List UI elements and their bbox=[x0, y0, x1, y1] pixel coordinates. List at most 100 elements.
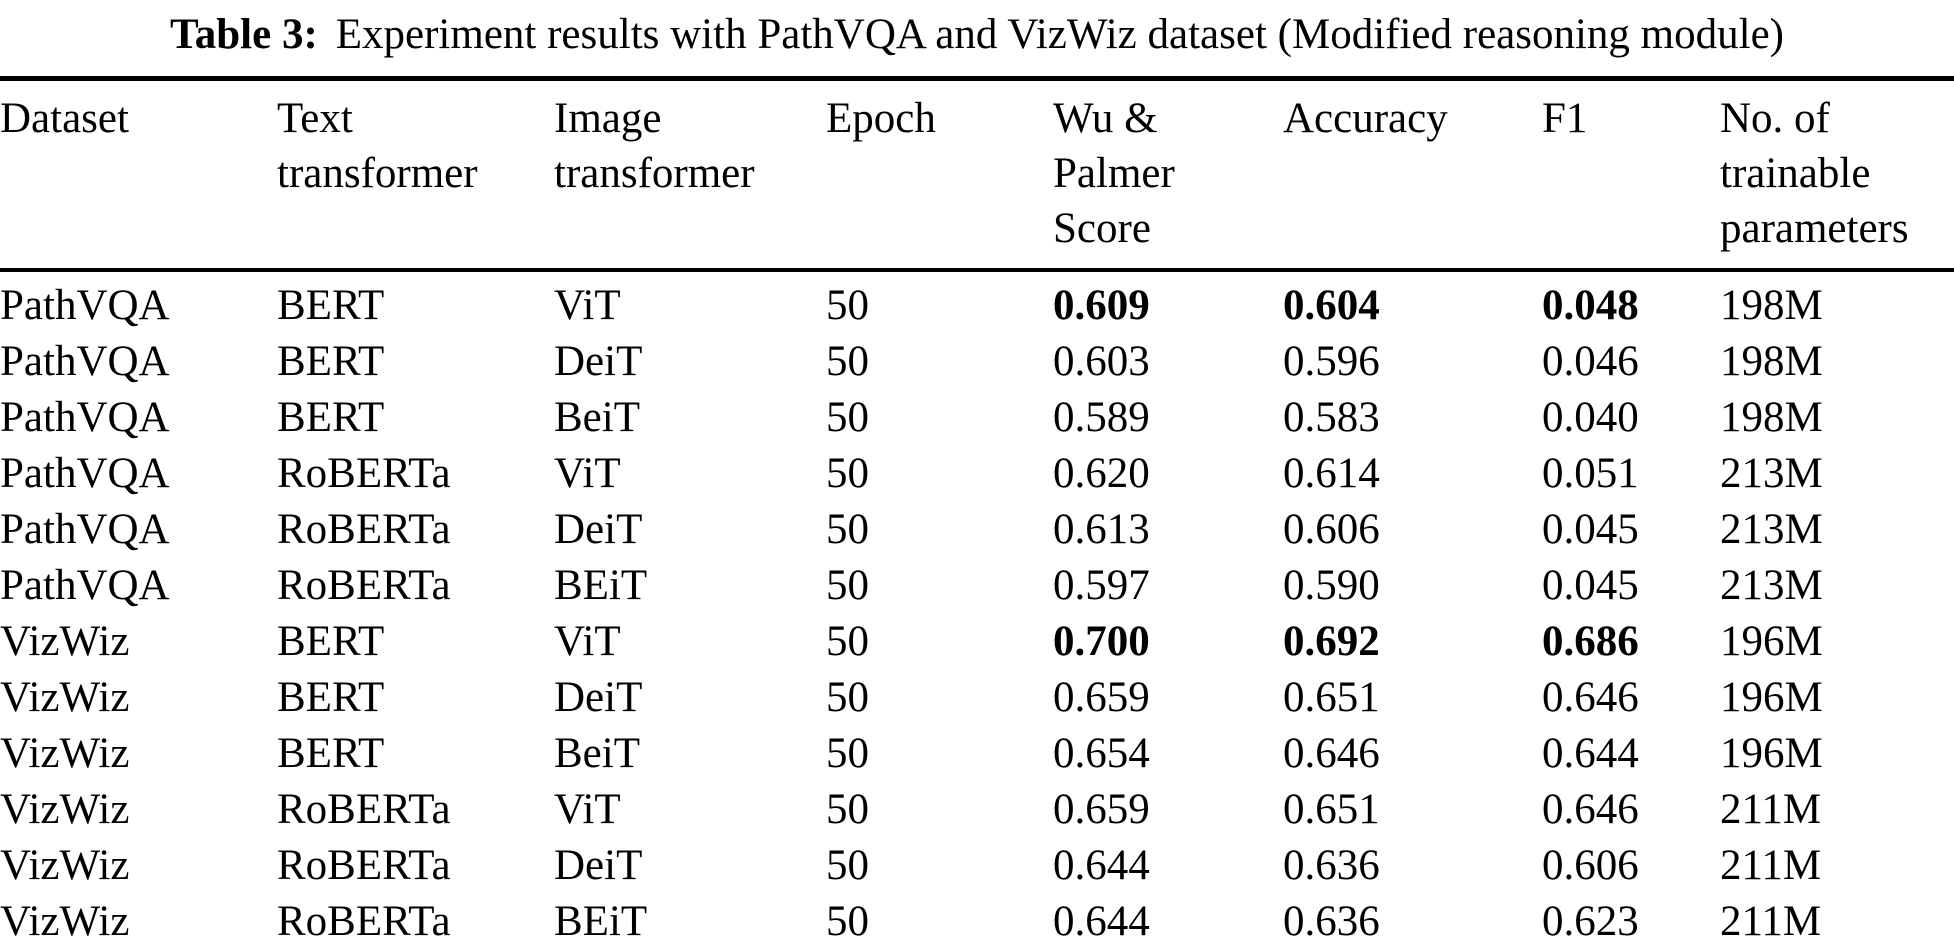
cell-wu-palmer-score: 0.659 bbox=[1053, 786, 1150, 833]
cell-trainable-parameters: 213M bbox=[1720, 562, 1823, 609]
cell-trainable-parameters: 198M bbox=[1720, 394, 1823, 441]
cell-trainable-parameters: 213M bbox=[1720, 450, 1823, 497]
cell-epoch: 50 bbox=[826, 506, 869, 553]
table-caption-label: Table 3: bbox=[170, 11, 318, 58]
cell-accuracy: 0.646 bbox=[1283, 730, 1380, 777]
cell-epoch: 50 bbox=[826, 674, 869, 721]
cell-wu-palmer-score: 0.644 bbox=[1053, 898, 1150, 945]
cell-image-transformer: DeiT bbox=[554, 674, 643, 721]
cell-f1: 0.623 bbox=[1542, 898, 1639, 945]
cell-accuracy: 0.651 bbox=[1283, 674, 1380, 721]
cell-epoch: 50 bbox=[826, 338, 869, 385]
cell-trainable-parameters: 198M bbox=[1720, 282, 1823, 329]
cell-accuracy: 0.604 bbox=[1283, 282, 1380, 329]
cell-epoch: 50 bbox=[826, 842, 869, 889]
cell-dataset: VizWiz bbox=[0, 730, 130, 777]
cell-epoch: 50 bbox=[826, 394, 869, 441]
cell-image-transformer: ViT bbox=[554, 450, 621, 497]
cell-wu-palmer-score: 0.609 bbox=[1053, 282, 1150, 329]
cell-trainable-parameters: 213M bbox=[1720, 506, 1823, 553]
table-header: Dataset Text transformer Image transform… bbox=[0, 78, 1954, 272]
table-row: VizWiz BERT DeiT 50 0.659 0.651 0.646 196M bbox=[0, 670, 1954, 726]
cell-trainable-parameters: 196M bbox=[1720, 618, 1823, 665]
cell-text-transformer: BERT bbox=[277, 338, 385, 385]
cell-image-transformer: ViT bbox=[554, 282, 621, 329]
cell-dataset: VizWiz bbox=[0, 898, 130, 945]
cell-image-transformer: BEiT bbox=[554, 898, 648, 945]
cell-epoch: 50 bbox=[826, 562, 869, 609]
cell-f1: 0.051 bbox=[1542, 450, 1639, 497]
cell-text-transformer: BERT bbox=[277, 282, 385, 329]
cell-wu-palmer-score: 0.603 bbox=[1053, 338, 1150, 385]
table-header-row: Dataset Text transformer Image transform… bbox=[0, 78, 1954, 272]
cell-trainable-parameters: 196M bbox=[1720, 730, 1823, 777]
cell-text-transformer: RoBERTa bbox=[277, 506, 451, 553]
table-row: PathVQA BERT BeiT 50 0.589 0.583 0.040 198M bbox=[0, 390, 1954, 446]
table-row: PathVQA RoBERTa DeiT 50 0.613 0.606 0.045 213M bbox=[0, 502, 1954, 558]
cell-f1: 0.644 bbox=[1542, 730, 1639, 777]
cell-f1: 0.646 bbox=[1542, 786, 1639, 833]
cell-epoch: 50 bbox=[826, 618, 869, 665]
cell-image-transformer: BeiT bbox=[554, 730, 640, 777]
column-header-f1: F1 bbox=[1542, 78, 1720, 272]
cell-f1: 0.046 bbox=[1542, 338, 1639, 385]
cell-text-transformer: BERT bbox=[277, 674, 385, 721]
cell-epoch: 50 bbox=[826, 898, 869, 945]
cell-accuracy: 0.614 bbox=[1283, 450, 1380, 497]
cell-epoch: 50 bbox=[826, 730, 869, 777]
table-row: VizWiz RoBERTa ViT 50 0.659 0.651 0.646 211M bbox=[0, 782, 1954, 838]
cell-accuracy: 0.596 bbox=[1283, 338, 1380, 385]
table-caption-text: Experiment results with PathVQA and VizW… bbox=[335, 11, 1784, 58]
cell-trainable-parameters: 211M bbox=[1720, 786, 1822, 833]
cell-text-transformer: BERT bbox=[277, 394, 385, 441]
cell-f1: 0.686 bbox=[1542, 618, 1639, 665]
cell-image-transformer: ViT bbox=[554, 786, 621, 833]
cell-wu-palmer-score: 0.644 bbox=[1053, 842, 1150, 889]
column-header-epoch: Epoch bbox=[826, 78, 1053, 272]
table-row: VizWiz BERT BeiT 50 0.654 0.646 0.644 196M bbox=[0, 726, 1954, 782]
table-body: PathVQA BERT ViT 50 0.609 0.604 0.048 198M PathV… bbox=[0, 270, 1954, 950]
cell-accuracy: 0.590 bbox=[1283, 562, 1380, 609]
cell-wu-palmer-score: 0.597 bbox=[1053, 562, 1150, 609]
cell-image-transformer: BEiT bbox=[554, 562, 648, 609]
cell-dataset: PathVQA bbox=[0, 450, 170, 497]
table-row: PathVQA RoBERTa BEiT 50 0.597 0.590 0.045 213M bbox=[0, 558, 1954, 614]
cell-dataset: PathVQA bbox=[0, 282, 170, 329]
cell-image-transformer: DeiT bbox=[554, 338, 643, 385]
cell-dataset: VizWiz bbox=[0, 618, 130, 665]
cell-f1: 0.045 bbox=[1542, 506, 1639, 553]
cell-dataset: PathVQA bbox=[0, 338, 170, 385]
cell-dataset: VizWiz bbox=[0, 786, 130, 833]
table-caption: Table 3: Experiment results with PathVQA … bbox=[0, 0, 1954, 76]
cell-f1: 0.606 bbox=[1542, 842, 1639, 889]
cell-f1: 0.048 bbox=[1542, 282, 1639, 329]
column-header-dataset: Dataset bbox=[0, 78, 277, 272]
table-row: PathVQA BERT DeiT 50 0.603 0.596 0.046 198M bbox=[0, 334, 1954, 390]
cell-image-transformer: DeiT bbox=[554, 842, 643, 889]
cell-trainable-parameters: 198M bbox=[1720, 338, 1823, 385]
table-row: PathVQA BERT ViT 50 0.609 0.604 0.048 198M bbox=[0, 270, 1954, 334]
cell-wu-palmer-score: 0.589 bbox=[1053, 394, 1150, 441]
column-header-image-transformer: Image transformer bbox=[554, 78, 826, 272]
cell-text-transformer: RoBERTa bbox=[277, 898, 451, 945]
cell-wu-palmer-score: 0.659 bbox=[1053, 674, 1150, 721]
cell-epoch: 50 bbox=[826, 450, 869, 497]
cell-image-transformer: DeiT bbox=[554, 506, 643, 553]
cell-accuracy: 0.692 bbox=[1283, 618, 1380, 665]
cell-dataset: PathVQA bbox=[0, 506, 170, 553]
cell-text-transformer: RoBERTa bbox=[277, 786, 451, 833]
cell-f1: 0.040 bbox=[1542, 394, 1639, 441]
cell-epoch: 50 bbox=[826, 282, 869, 329]
cell-epoch: 50 bbox=[826, 786, 869, 833]
cell-wu-palmer-score: 0.654 bbox=[1053, 730, 1150, 777]
cell-text-transformer: BERT bbox=[277, 730, 385, 777]
cell-text-transformer: RoBERTa bbox=[277, 450, 451, 497]
cell-dataset: PathVQA bbox=[0, 562, 170, 609]
cell-dataset: PathVQA bbox=[0, 394, 170, 441]
column-header-text-transformer: Text transformer bbox=[277, 78, 554, 272]
table-row: VizWiz RoBERTa DeiT 50 0.644 0.636 0.606 211M bbox=[0, 838, 1954, 894]
cell-accuracy: 0.636 bbox=[1283, 898, 1380, 945]
results-table: Dataset Text transformer Image transform… bbox=[0, 76, 1954, 950]
cell-accuracy: 0.583 bbox=[1283, 394, 1380, 441]
